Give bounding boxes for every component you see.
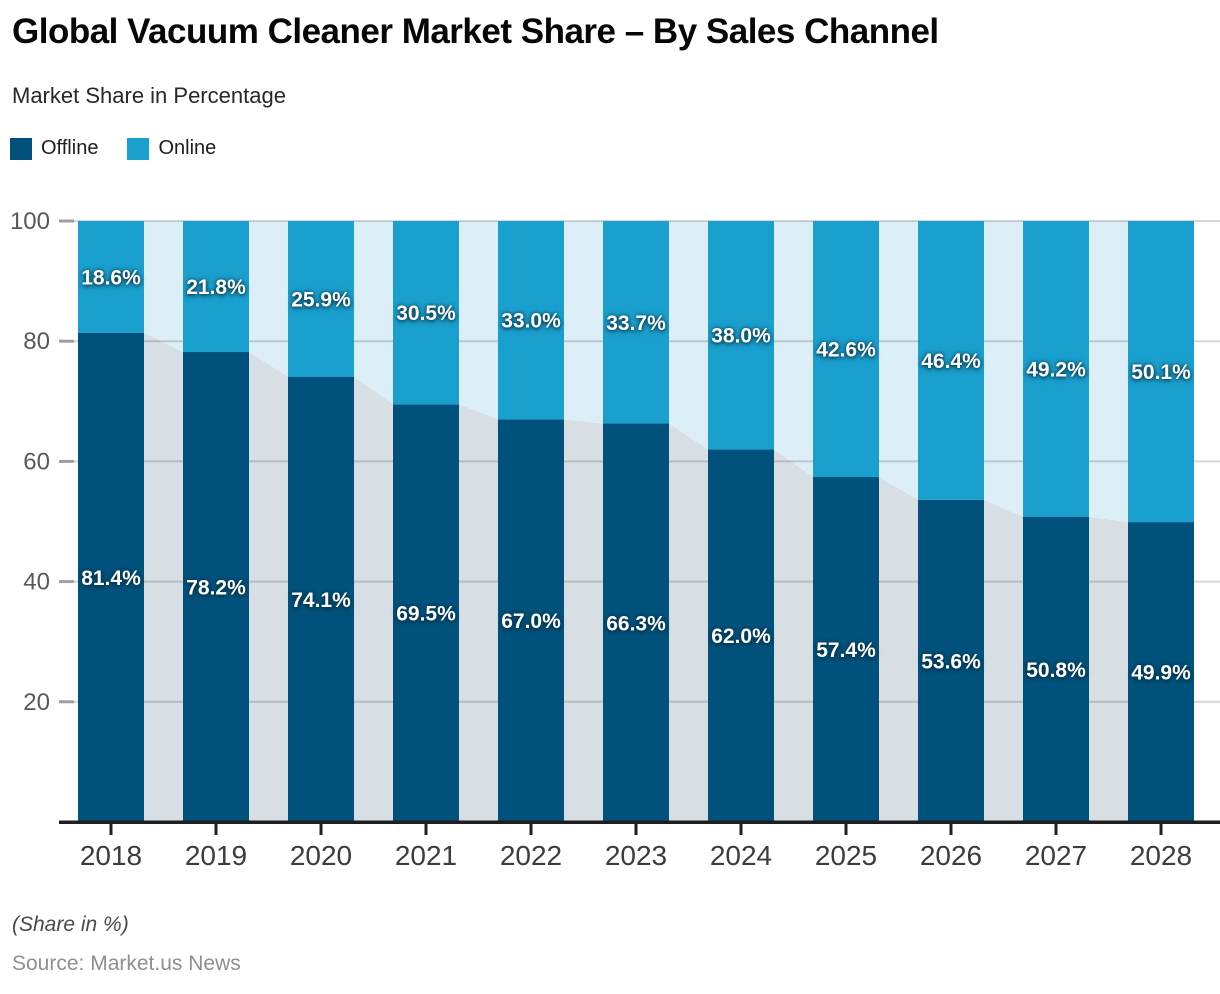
chart-title: Global Vacuum Cleaner Market Share – By … bbox=[12, 12, 939, 51]
x-axis-tick bbox=[739, 824, 743, 835]
bar-segment-offline bbox=[813, 477, 879, 822]
bar-label-online: 50.1% bbox=[1131, 361, 1191, 384]
share-note: (Share in %) bbox=[12, 913, 129, 936]
x-tick-label: 2024 bbox=[710, 840, 772, 871]
bar-label-offline: 62.0% bbox=[711, 625, 771, 648]
y-tick-label: 20 bbox=[23, 689, 50, 716]
x-tick-label: 2019 bbox=[185, 840, 247, 871]
bar-label-online: 49.2% bbox=[1026, 358, 1086, 381]
x-axis-tick bbox=[319, 824, 323, 835]
stacked-bar-chart: 20 40 60 80 100 18.6% 81.4% 21.8% 78.2% 25.9% 74.1… bbox=[0, 190, 1220, 890]
chart-subtitle: Market Share in Percentage bbox=[12, 83, 286, 108]
bar-label-offline: 81.4% bbox=[81, 567, 141, 590]
x-axis-tick bbox=[844, 824, 848, 835]
bar-segment-offline bbox=[183, 352, 249, 822]
bar-label-offline: 57.4% bbox=[816, 639, 876, 662]
x-tick-label: 2021 bbox=[395, 840, 457, 871]
bar-segment-online bbox=[813, 221, 879, 478]
x-tick-label: 2028 bbox=[1130, 840, 1192, 871]
x-axis-tick bbox=[1054, 824, 1058, 835]
x-tick-label: 2020 bbox=[290, 840, 352, 871]
bar-segment-online bbox=[1128, 221, 1194, 523]
x-tick-label: 2023 bbox=[605, 840, 667, 871]
bar-segment-online bbox=[183, 221, 249, 353]
x-axis-tick bbox=[424, 824, 428, 835]
bar-label-offline: 50.8% bbox=[1026, 659, 1086, 682]
bar-segment-online bbox=[393, 221, 459, 405]
x-axis-tick bbox=[214, 824, 218, 835]
bar-label-offline: 67.0% bbox=[501, 610, 561, 633]
bar-segment-online bbox=[918, 221, 984, 500]
bar-segment-offline bbox=[708, 449, 774, 822]
x-axis-tick bbox=[109, 824, 113, 835]
chart-canvas: 20 40 60 80 100 18.6% 81.4% 21.8% 78.2% 25.9% 74.1… bbox=[10, 208, 1220, 871]
online-swatch-icon bbox=[127, 137, 150, 160]
bar-segment-online bbox=[603, 221, 669, 424]
bar-segment-offline bbox=[288, 376, 354, 822]
bar-label-online: 30.5% bbox=[396, 302, 456, 325]
bar-segment-offline bbox=[1128, 522, 1194, 822]
bar-label-online: 21.8% bbox=[186, 276, 246, 299]
bar-label-online: 25.9% bbox=[291, 288, 351, 311]
offline-swatch-icon bbox=[10, 137, 32, 160]
bar-label-online: 42.6% bbox=[816, 339, 876, 362]
bar-segment-online bbox=[78, 221, 144, 333]
bar-label-offline: 49.9% bbox=[1131, 662, 1191, 685]
bar-segment-offline bbox=[918, 499, 984, 822]
x-tick-label: 2026 bbox=[920, 840, 982, 871]
bar-label-offline: 78.2% bbox=[186, 577, 246, 600]
x-axis-tick bbox=[634, 824, 638, 835]
bar-segment-online bbox=[498, 221, 564, 420]
bar-segment-offline bbox=[1023, 516, 1089, 822]
bar-segment-offline bbox=[393, 404, 459, 822]
bar-segment-offline bbox=[498, 419, 564, 822]
bar-segment-online bbox=[1023, 221, 1089, 517]
x-axis-tick bbox=[529, 824, 533, 835]
y-tick-label: 40 bbox=[23, 569, 50, 596]
bar-label-offline: 74.1% bbox=[291, 589, 351, 612]
bar-label-online: 38.0% bbox=[711, 325, 771, 348]
x-tick-label: 2025 bbox=[815, 840, 877, 871]
x-tick-label: 2022 bbox=[500, 840, 562, 871]
bar-label-offline: 66.3% bbox=[606, 612, 666, 635]
bar-segment-online bbox=[288, 221, 354, 377]
bar-segment-offline bbox=[603, 423, 669, 822]
bar-label-online: 33.7% bbox=[606, 312, 666, 335]
bar-label-offline: 69.5% bbox=[396, 603, 456, 626]
bar-label-online: 33.0% bbox=[501, 310, 561, 333]
x-tick-label: 2018 bbox=[80, 840, 142, 871]
legend-label: Offline bbox=[41, 137, 99, 159]
x-axis-line bbox=[59, 820, 1220, 824]
bar-label-online: 18.6% bbox=[81, 266, 141, 289]
y-tick-label: 60 bbox=[23, 448, 50, 475]
legend-label: Online bbox=[158, 137, 217, 159]
legend: Offline Online bbox=[10, 137, 216, 160]
bar-segment-offline bbox=[78, 332, 144, 822]
bar-label-online: 46.4% bbox=[921, 350, 981, 373]
bar-label-offline: 53.6% bbox=[921, 650, 981, 673]
source-text: Source: Market.us News bbox=[12, 952, 241, 975]
x-axis-tick bbox=[1159, 824, 1163, 835]
y-tick-label: 100 bbox=[10, 208, 50, 235]
legend-item-online: Online bbox=[127, 137, 216, 160]
x-axis-tick bbox=[949, 824, 953, 835]
legend-item-offline: Offline bbox=[10, 137, 98, 160]
x-tick-label: 2027 bbox=[1025, 840, 1087, 871]
bar-segment-online bbox=[708, 221, 774, 450]
y-tick-label: 80 bbox=[23, 328, 50, 355]
